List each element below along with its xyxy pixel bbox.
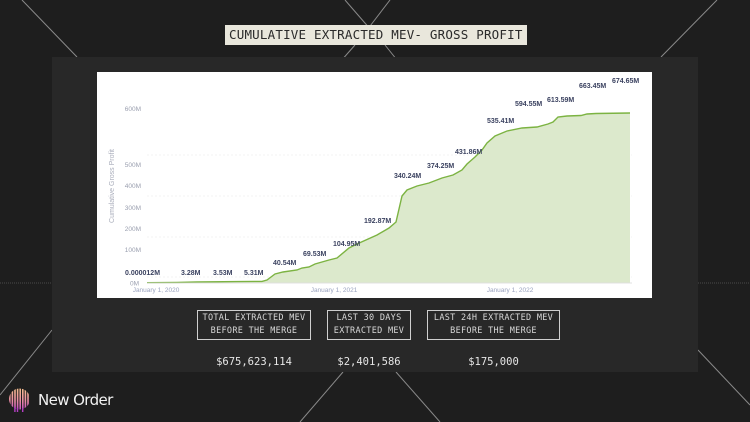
y-tick: 200M — [125, 226, 141, 233]
stat-label-line: LAST 30 DAYS — [336, 313, 402, 323]
y-tick: 500M — [125, 162, 141, 169]
data-label: 3.53M — [213, 270, 233, 277]
data-label: 192.87M — [364, 218, 391, 225]
data-label: 663.45M — [579, 83, 606, 90]
x-tick: January 1, 2022 — [487, 287, 534, 294]
brand-name: New Order — [38, 391, 113, 409]
data-label: 674.65M — [612, 78, 639, 85]
data-label: 431.86M — [455, 149, 482, 156]
stat-last-24h-value: $175,000 — [468, 356, 519, 368]
stat-last-30-days-value: $2,401,586 — [337, 356, 401, 368]
x-tick: January 1, 2020 — [133, 287, 180, 294]
x-axis-ticks: January 1, 2020 January 1, 2021 January … — [133, 287, 534, 294]
data-label: 374.25M — [427, 163, 454, 170]
stat-label-line: BEFORE THE MERGE — [450, 326, 537, 336]
data-label: 104.95M — [333, 241, 360, 248]
brand-logo: New Order — [8, 388, 113, 412]
data-label: 40.54M — [273, 260, 297, 267]
data-labels: 0.000012M 3.28M 3.53M 5.31M 40.54M 69.53… — [125, 78, 639, 277]
stat-total-extracted-mev-label: TOTAL EXTRACTED MEV BEFORE THE MERGE — [197, 310, 311, 340]
stat-last-30-days-label: LAST 30 DAYS EXTRACTED MEV — [327, 310, 411, 340]
data-label: 535.41M — [487, 118, 514, 125]
data-label: 0.000012M — [125, 270, 160, 277]
data-label: 69.53M — [303, 251, 327, 258]
stat-last-24h-label: LAST 24H EXTRACTED MEV BEFORE THE MERGE — [427, 310, 560, 340]
x-tick: January 1, 2021 — [311, 287, 358, 294]
y-tick: 600M — [125, 106, 141, 113]
y-tick: 100M — [125, 247, 141, 254]
striped-sun-icon — [9, 388, 29, 412]
data-label: 340.24M — [394, 173, 421, 180]
data-label: 594.55M — [515, 101, 542, 108]
chart-card: 0M 100M 200M 300M 400M 500M 600M Cumulat… — [97, 72, 652, 298]
stat-label-line: BEFORE THE MERGE — [210, 326, 298, 336]
y-tick: 400M — [125, 183, 141, 190]
stat-label-line: TOTAL EXTRACTED MEV — [202, 313, 306, 323]
data-label: 613.59M — [547, 97, 574, 104]
slide-title: CUMULATIVE EXTRACTED MEV- GROSS PROFIT — [225, 25, 527, 45]
stat-label-line: EXTRACTED MEV — [333, 326, 405, 336]
data-label: 3.28M — [181, 270, 201, 277]
y-tick: 300M — [125, 205, 141, 212]
cumulative-mev-chart: 0M 100M 200M 300M 400M 500M 600M Cumulat… — [109, 78, 639, 294]
data-label: 5.31M — [244, 270, 264, 277]
y-tick: 0M — [130, 281, 139, 288]
stat-total-extracted-mev-value: $675,623,114 — [216, 356, 292, 368]
area-line — [146, 112, 631, 284]
stat-label-line: LAST 24H EXTRACTED MEV — [433, 313, 554, 323]
y-axis-ticks: 0M 100M 200M 300M 400M 500M 600M — [125, 106, 141, 288]
y-axis-label: Cumulative Gross Profit — [109, 149, 116, 223]
area-fill — [147, 113, 630, 283]
